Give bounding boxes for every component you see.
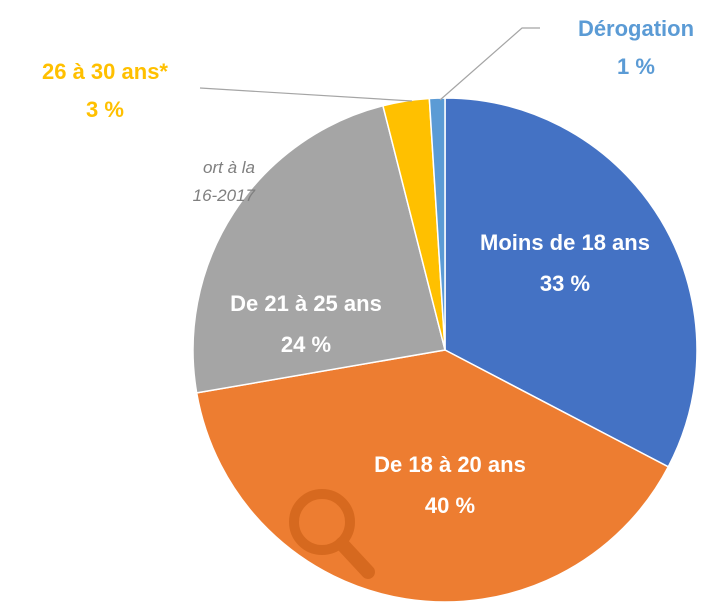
category-label: De 18 à 20 ans <box>374 452 526 477</box>
value-label: 3 % <box>86 97 124 122</box>
annotation: ort à la <box>203 158 255 177</box>
magnifier-icon <box>289 489 375 579</box>
pie-slice <box>444 97 698 468</box>
pie <box>192 97 698 603</box>
leader-line <box>439 27 540 101</box>
pie-slice <box>195 349 670 603</box>
value-label: 1 % <box>617 54 655 79</box>
data-label: De 21 à 25 ans 24 % <box>186 283 426 365</box>
data-label: De 18 à 20 ans 40 % <box>320 444 580 526</box>
data-label: Dérogation 1 % <box>536 10 710 86</box>
pie-slice <box>428 97 446 351</box>
leader-line <box>199 87 413 102</box>
category-label: Moins de 18 ans <box>480 230 650 255</box>
value-label: 40 % <box>424 493 476 518</box>
category-label: 26 à 30 ans* <box>42 59 168 84</box>
pie-slice <box>192 104 446 394</box>
value-label: 24 % <box>280 332 332 357</box>
data-label: Moins de 18 ans 33 % <box>475 222 655 304</box>
value-label: 33 % <box>539 271 591 296</box>
category-label: Dérogation <box>577 16 695 41</box>
data-label: 26 à 30 ans* 3 % <box>0 53 215 129</box>
annotation: 16-2017 <box>192 186 255 205</box>
category-label: De 21 à 25 ans <box>230 291 382 316</box>
